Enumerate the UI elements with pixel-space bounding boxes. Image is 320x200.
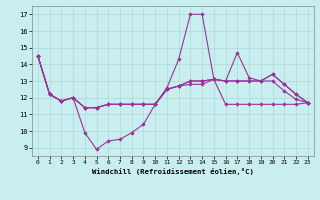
X-axis label: Windchill (Refroidissement éolien,°C): Windchill (Refroidissement éolien,°C): [92, 168, 254, 175]
